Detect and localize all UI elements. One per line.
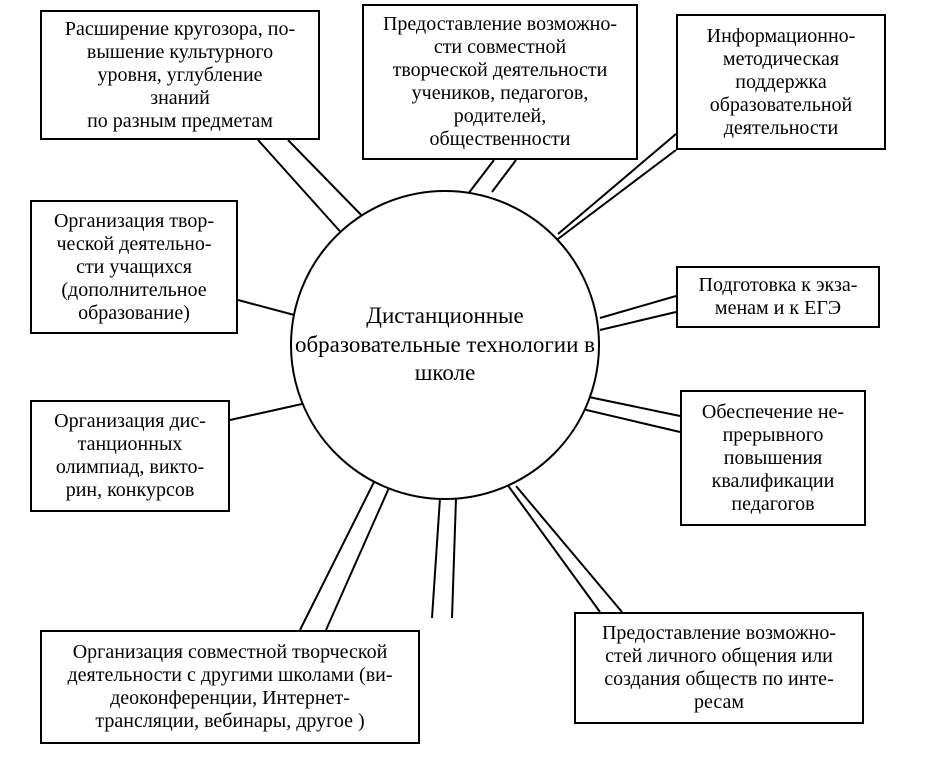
- connector-n1: [288, 140, 370, 224]
- node-label: Предоставление возможно- сти совместной …: [383, 13, 617, 151]
- node-n9: Предоставление возможно- стей личного об…: [574, 612, 864, 724]
- connector-extra-4: [578, 408, 680, 432]
- node-n1: Расширение кругозора, по- вышение культу…: [40, 10, 320, 140]
- node-label: Информационно- методическая поддержка об…: [707, 25, 856, 140]
- node-n5: Подготовка к экза- менам и к ЕГЭ: [676, 266, 880, 328]
- node-label: Обеспечение не- прерывного повышения ква…: [702, 401, 844, 516]
- center-node-label: Дистанционные образовательные технологии…: [292, 302, 598, 388]
- center-node: Дистанционные образовательные технологии…: [290, 190, 600, 500]
- connector-n8: [300, 466, 382, 630]
- connector-extra-0: [258, 140, 346, 238]
- node-label: Расширение кругозора, по- вышение культу…: [65, 18, 295, 133]
- connector-n5: [600, 312, 676, 330]
- node-n8: Организация совместной творческой деятел…: [40, 630, 420, 744]
- connector-n9: [504, 480, 600, 612]
- connector-extra-7: [432, 498, 440, 618]
- node-n3: Информационно- методическая поддержка об…: [676, 14, 886, 150]
- node-n2: Предоставление возможно- сти совместной …: [362, 4, 638, 160]
- node-label: Подготовка к экза- менам и к ЕГЭ: [699, 274, 858, 320]
- node-label: Организация совместной творческой деятел…: [67, 641, 392, 733]
- connector-extra-5: [326, 472, 396, 630]
- node-n4: Организация твор- ческой деятельно- сти …: [30, 200, 238, 334]
- node-n7: Обеспечение не- прерывного повышения ква…: [680, 390, 866, 526]
- connector-extra-1: [492, 160, 516, 192]
- node-label: Организация дис- танционных олимпиад, ви…: [54, 410, 206, 502]
- connector-n7: [584, 396, 680, 416]
- node-n6: Организация дис- танционных олимпиад, ви…: [30, 400, 230, 512]
- diagram-stage: Дистанционные образовательные технологии…: [0, 0, 934, 774]
- connector-n2: [468, 160, 494, 194]
- connector-n4: [238, 300, 298, 316]
- node-label: Предоставление возможно- стей личного об…: [602, 622, 836, 714]
- connector-extra-6: [516, 486, 622, 612]
- connector-extra-3: [600, 296, 676, 318]
- connector-extra-8: [452, 498, 456, 618]
- connector-n3: [546, 150, 676, 248]
- node-label: Организация твор- ческой деятельно- сти …: [54, 210, 214, 325]
